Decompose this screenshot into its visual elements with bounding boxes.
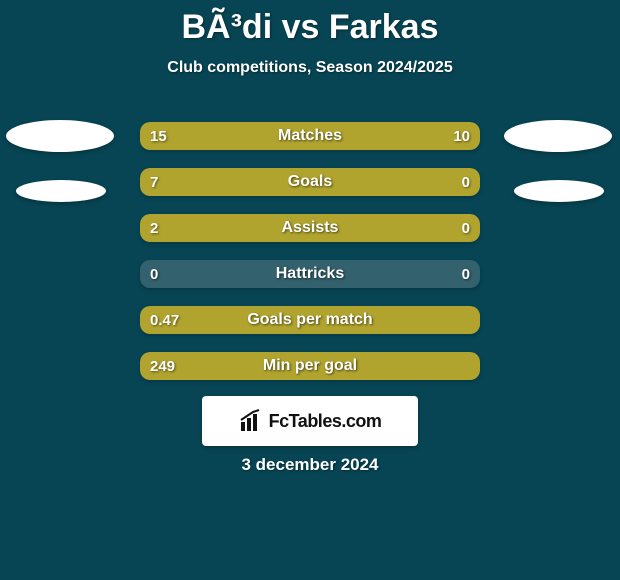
logo-text: FcTables.com [269,411,382,432]
stat-row: Goals per match0.47 [140,306,480,334]
player-left-ovals [6,120,116,202]
bar-fill-left [140,168,405,196]
bar-fill-left [140,352,480,380]
oval-placeholder [16,180,106,202]
bars-icon [239,409,263,433]
bar-fill-left [140,306,480,334]
bar-fill-right [405,214,480,242]
stat-bars: Matches1510 Goals70 Assists20 Hattricks0 0 Go… [140,122,480,380]
oval-placeholder [514,180,604,202]
stat-row: Hattricks0 0 [140,260,480,288]
stat-row: Min per goal249 [140,352,480,380]
stat-row: Matches1510 [140,122,480,150]
bar-fill-left [140,122,344,150]
subtitle: Club competitions, Season 2024/2025 [0,59,620,77]
oval-placeholder [504,120,612,152]
bar-fill-left [140,214,405,242]
comparison-card: BÃ³di vs Farkas Club competitions, Seaso… [0,0,620,580]
page-title: BÃ³di vs Farkas [0,0,620,47]
stat-label: Hattricks [140,260,480,288]
oval-placeholder [6,120,114,152]
bar-fill-right [405,168,480,196]
stat-row: Assists20 [140,214,480,242]
site-logo: FcTables.com [202,396,418,446]
stat-value-left: 0 [150,260,158,288]
stat-row: Goals70 [140,168,480,196]
date-text: 3 december 2024 [0,455,620,475]
bar-fill-right [344,122,480,150]
player-right-ovals [504,120,614,202]
stat-value-right: 0 [462,260,470,288]
